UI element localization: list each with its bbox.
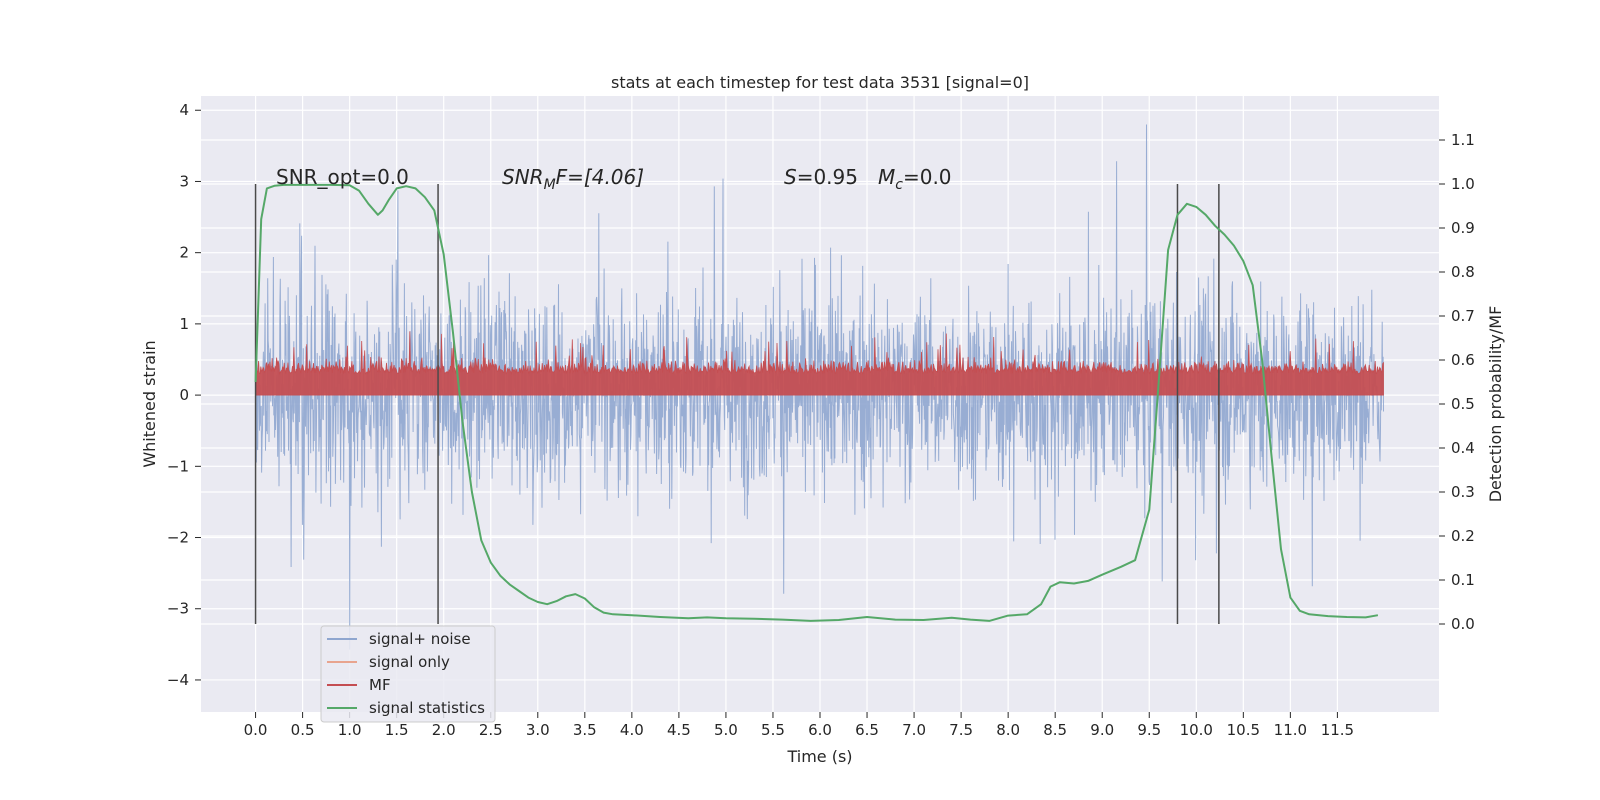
x-tick-label-22: 11.0	[1274, 721, 1307, 739]
x-tick-label-14: 7.0	[902, 721, 926, 739]
x-tick-label-7: 3.5	[573, 721, 597, 739]
annotation-snr-mf-sub: M	[544, 177, 556, 193]
y-right-tick-label-4: 0.7	[1451, 307, 1475, 325]
y-right-tick-label-2: 0.9	[1451, 219, 1475, 237]
y-tick-label-3: 1	[179, 315, 189, 333]
signal-statistics-line	[254, 183, 1379, 622]
annotation-snr-mf: SNRMF=[4.06]	[502, 165, 644, 193]
ticks: 0.0 0.5 1.0 1.5 2.0 2.5 3.0 3.5 4.0 4.5 5.0 5.5 6.0 6…	[167, 101, 1475, 739]
legend-label-signal-noise: signal+ noise	[369, 630, 471, 648]
x-tick-label-12: 6.0	[808, 721, 832, 739]
y-axis-label: Whitened strain	[140, 340, 159, 467]
y-right-tick-label-1: 1.0	[1451, 175, 1475, 193]
y-tick-label-4: 0	[179, 386, 189, 404]
x-tick-label-1: 0.5	[291, 721, 315, 739]
y-right-tick-label-8: 0.3	[1451, 483, 1475, 501]
y-tick-label-2: 2	[179, 244, 189, 262]
y-right-tick-label-9: 0.2	[1451, 527, 1475, 545]
x-tick-label-23: 11.5	[1321, 721, 1354, 739]
x-tick-label-20: 10.0	[1180, 721, 1213, 739]
y-right-tick-label-11: 0.0	[1451, 615, 1475, 633]
y-tick-label-7: −3	[167, 600, 189, 618]
x-tick-label-17: 8.5	[1043, 721, 1067, 739]
annotation-s-label: S	[784, 165, 797, 189]
vertical-markers	[254, 184, 1220, 624]
signal-noise-series	[255, 124, 1384, 650]
annotation-mc-label: M	[878, 165, 895, 189]
y-right-tick-label-3: 0.8	[1451, 263, 1475, 281]
y-tick-label-6: −2	[167, 529, 189, 547]
x-tick-label-8: 4.0	[620, 721, 644, 739]
annotation-snr-mf-suffix: F=[4.06]	[556, 165, 644, 189]
x-tick-label-10: 5.0	[714, 721, 738, 739]
mf-series	[255, 331, 1384, 396]
y-right-tick-label-5: 0.6	[1451, 351, 1475, 369]
grid	[201, 96, 1439, 712]
annotation-s: S=0.95	[784, 165, 858, 189]
y-axis-right-label: Detection probability/MF	[1486, 306, 1505, 503]
chart-title: stats at each timestep for test data 353…	[611, 73, 1029, 92]
y-tick-label-8: −4	[167, 671, 189, 689]
y-right-tick-label-10: 0.1	[1451, 571, 1475, 589]
signal-noise-line	[255, 124, 1384, 650]
annotation-mc-sub: c	[895, 177, 903, 193]
legend-label-signal-statistics: signal statistics	[369, 699, 485, 717]
x-tick-label-5: 2.5	[479, 721, 503, 739]
annotation-snr-opt: SNR_opt=0.0	[276, 165, 409, 189]
y-tick-label-1: 3	[179, 172, 189, 190]
x-tick-label-3: 1.5	[385, 721, 409, 739]
x-tick-label-0: 0.0	[244, 721, 268, 739]
x-tick-label-4: 2.0	[432, 721, 456, 739]
x-tick-label-16: 8.0	[996, 721, 1020, 739]
annotation-snr-mf-prefix: SNR	[502, 165, 544, 189]
x-tick-label-11: 5.5	[761, 721, 785, 739]
x-tick-label-13: 6.5	[855, 721, 879, 739]
y-right-tick-label-0: 1.1	[1451, 131, 1475, 149]
x-tick-label-15: 7.5	[949, 721, 973, 739]
x-axis-label: Time (s)	[786, 747, 852, 766]
y-right-tick-label-6: 0.5	[1451, 395, 1475, 413]
y-right-tick-label-7: 0.4	[1451, 439, 1475, 457]
legend: signal+ noise signal only MF signal stat…	[320, 625, 496, 723]
y-tick-label-5: −1	[167, 457, 189, 475]
annotation-s-value: =0.95	[797, 165, 858, 189]
x-tick-label-2: 1.0	[338, 721, 362, 739]
x-tick-label-9: 4.5	[667, 721, 691, 739]
annotation-mc-value: =0.0	[903, 165, 952, 189]
annotation-mc: Mc=0.0	[878, 165, 952, 193]
legend-label-mf: MF	[369, 676, 391, 694]
y-tick-label-0: 4	[179, 101, 189, 119]
x-tick-label-18: 9.0	[1090, 721, 1114, 739]
x-tick-label-21: 10.5	[1227, 721, 1260, 739]
signal-statistics-series	[254, 183, 1379, 622]
legend-box	[320, 625, 496, 723]
legend-label-signal-only: signal only	[369, 653, 450, 671]
x-tick-label-6: 3.0	[526, 721, 550, 739]
x-tick-label-19: 9.5	[1137, 721, 1161, 739]
mf-line	[255, 331, 1384, 396]
